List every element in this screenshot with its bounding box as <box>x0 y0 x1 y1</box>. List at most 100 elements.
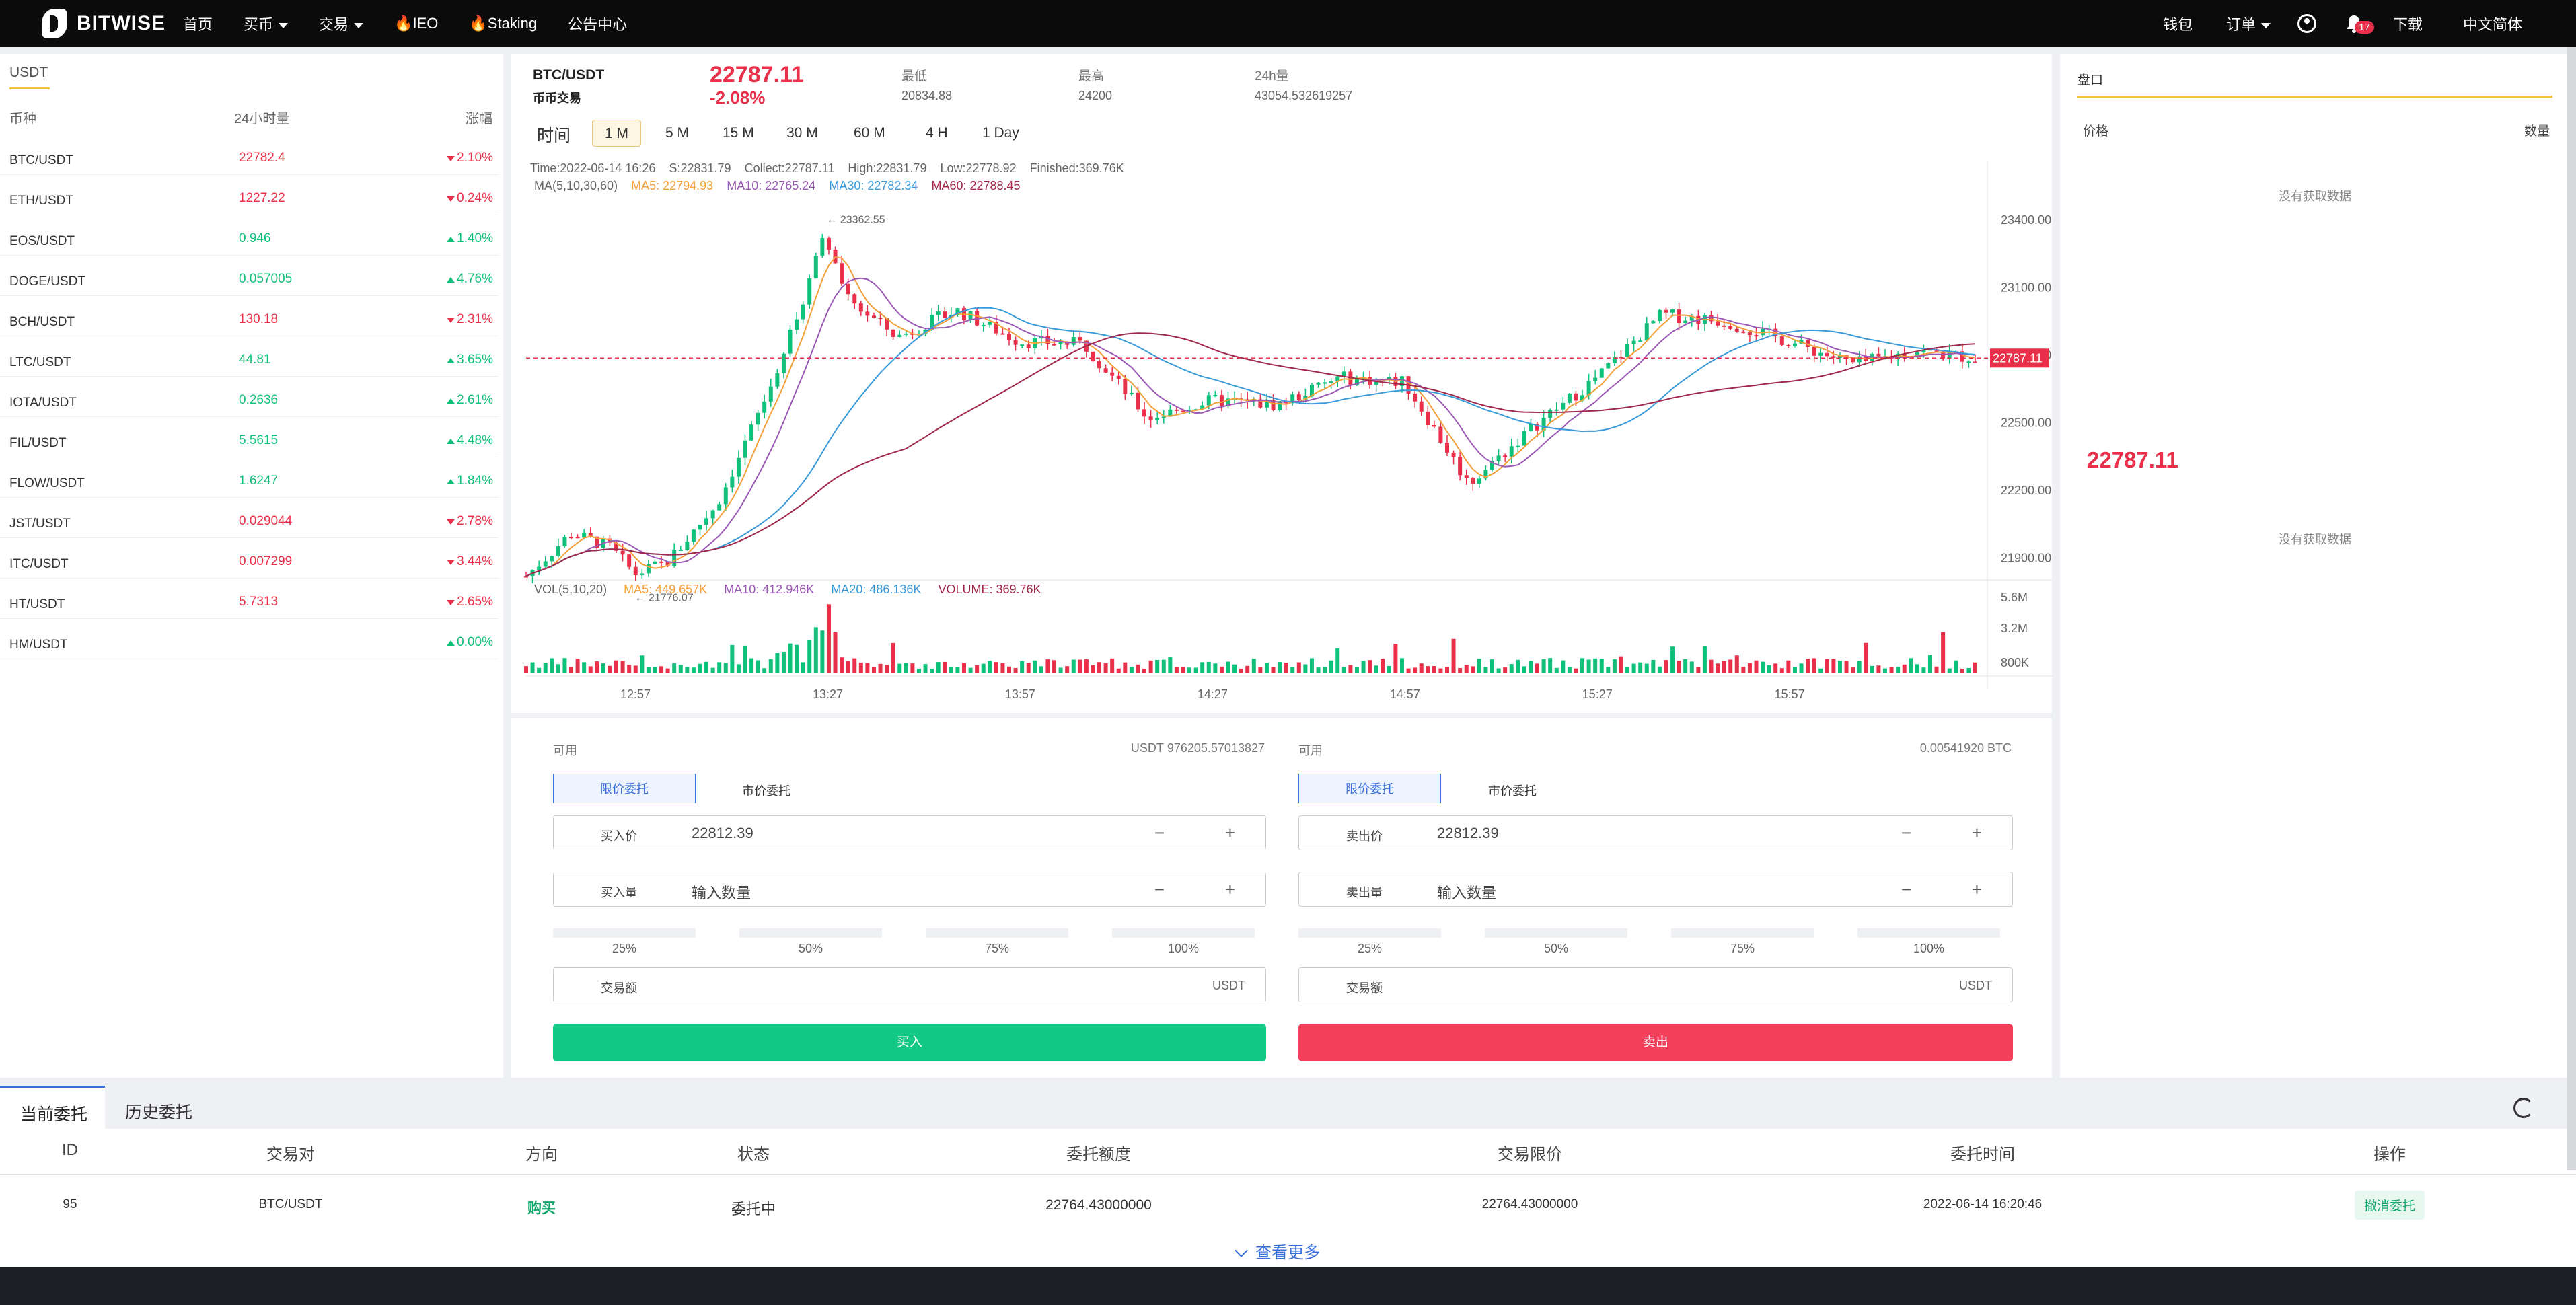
arrow-up-icon <box>447 479 455 484</box>
candle-body <box>1406 376 1411 394</box>
tab-order-history[interactable]: 历史委托 <box>125 1103 193 1122</box>
market-row[interactable]: JST/USDT 0.029044 2.78% <box>0 498 498 538</box>
nav-ieo[interactable]: 🔥IEO <box>394 15 439 32</box>
nav-announcements[interactable]: 公告中心 <box>568 16 628 33</box>
percent-label[interactable]: 75% <box>984 942 1010 955</box>
cancel-order-button[interactable]: 撤消委托 <box>2354 1191 2425 1220</box>
candle-body <box>1142 409 1147 417</box>
percent-label[interactable]: 25% <box>612 942 637 955</box>
buy-price-input[interactable]: 22812.39 <box>692 825 753 842</box>
volume-bar <box>1052 660 1057 673</box>
market-row[interactable]: ETH/USDT 1227.22 0.24% <box>0 175 498 215</box>
nav-trade[interactable]: 交易 <box>319 13 364 34</box>
page-scrollbar[interactable] <box>2567 47 2576 1170</box>
sell-tab-limit[interactable]: 限价委托 <box>1298 774 1441 803</box>
buy-button[interactable]: 买入 <box>553 1024 1266 1061</box>
percent-step[interactable] <box>926 928 1068 938</box>
minus-icon[interactable]: − <box>1154 823 1165 843</box>
interval-1m[interactable]: 1 M <box>592 120 642 147</box>
volume-bar <box>1026 663 1031 673</box>
user-icon[interactable] <box>2297 14 2316 33</box>
view-more-link[interactable]: 查看更多 <box>1235 1239 1320 1263</box>
last-price-tag <box>1990 348 2049 368</box>
refresh-icon[interactable] <box>2513 1098 2534 1118</box>
buy-tab-market[interactable]: 市价委托 <box>742 784 790 798</box>
plus-icon[interactable]: + <box>1971 879 1982 899</box>
market-row[interactable]: HM/USDT 0.00% <box>0 619 498 659</box>
interval-5m[interactable]: 5 M <box>665 125 690 141</box>
market-row[interactable]: FLOW/USDT 1.6247 1.84% <box>0 457 498 498</box>
market-row[interactable]: BCH/USDT 130.18 2.31% <box>0 296 498 336</box>
volume-bar <box>1535 663 1540 673</box>
market-change: 2.78% <box>447 514 493 529</box>
minus-icon[interactable]: − <box>1901 879 1911 899</box>
candle-body <box>1696 315 1701 324</box>
nav-home[interactable]: 首页 <box>183 16 213 33</box>
minus-icon[interactable]: − <box>1154 879 1165 899</box>
minus-icon[interactable]: − <box>1901 823 1911 843</box>
language-select[interactable]: 中文简体 <box>2462 16 2522 33</box>
sell-tab-market[interactable]: 市价委托 <box>1488 784 1537 798</box>
market-row[interactable]: FIL/USDT 5.5615 4.48% <box>0 417 498 457</box>
notification-badge: 17 <box>2355 21 2374 34</box>
sell-price-field[interactable]: 卖出价 22812.39 − + <box>1298 815 2013 850</box>
interval-15m[interactable]: 15 M <box>723 125 754 141</box>
market-row[interactable]: IOTA/USDT 0.2636 2.61% <box>0 377 498 417</box>
plus-icon[interactable]: + <box>1224 823 1235 843</box>
percent-step[interactable] <box>1112 928 1255 938</box>
buy-amount-field[interactable]: 交易额 USDT <box>553 967 1266 1002</box>
market-row[interactable]: EOS/USDT 0.946 1.40% <box>0 215 498 256</box>
sell-button[interactable]: 卖出 <box>1298 1024 2013 1061</box>
interval-4h[interactable]: 4 H <box>926 125 948 141</box>
plus-icon[interactable]: + <box>1971 823 1982 843</box>
market-row[interactable]: ITC/USDT 0.007299 3.44% <box>0 538 498 579</box>
interval-60m[interactable]: 60 M <box>854 125 885 141</box>
market-row[interactable]: BTC/USDT 22782.4 2.10% <box>0 135 498 175</box>
market-row[interactable]: DOGE/USDT 0.057005 4.76% <box>0 256 498 296</box>
sell-amount-field[interactable]: 交易额 USDT <box>1298 967 2013 1002</box>
buy-price-field[interactable]: 买入价 22812.39 − + <box>553 815 1266 850</box>
sell-qty-input[interactable]: 输入数量 <box>1437 885 1497 901</box>
nav-wallet[interactable]: 钱包 <box>2162 16 2193 33</box>
sell-price-input[interactable]: 22812.39 <box>1437 825 1499 842</box>
market-price: 44.81 <box>239 352 271 367</box>
interval-1day[interactable]: 1 Day <box>982 125 1019 141</box>
tab-current-orders[interactable]: 当前委托 <box>0 1086 105 1129</box>
volume-bar <box>916 668 921 673</box>
nav-orders[interactable]: 订单 <box>2226 13 2271 34</box>
nav-buy-crypto[interactable]: 买币 <box>244 13 289 34</box>
market-pair: FIL/USDT <box>9 436 67 450</box>
chevron-down-icon <box>354 23 364 29</box>
percent-label[interactable]: 75% <box>1730 942 1755 955</box>
buy-qty-input[interactable]: 输入数量 <box>692 885 751 901</box>
percent-label[interactable]: 100% <box>1913 942 1945 955</box>
buy-qty-field[interactable]: 买入量 输入数量 − + <box>553 872 1266 907</box>
candle-body <box>608 538 612 543</box>
candle-body <box>981 324 986 326</box>
buy-tab-limit[interactable]: 限价委托 <box>553 774 696 803</box>
percent-step[interactable] <box>1857 928 2000 938</box>
percent-label[interactable]: 100% <box>1167 942 1200 955</box>
interval-30m[interactable]: 30 M <box>786 125 818 141</box>
plus-icon[interactable]: + <box>1224 879 1235 899</box>
percent-step[interactable] <box>739 928 882 938</box>
percent-label[interactable]: 50% <box>1543 942 1569 955</box>
bell-icon[interactable]: 17 <box>2346 14 2374 34</box>
volume-bar <box>1837 661 1842 673</box>
percent-step[interactable] <box>1671 928 1814 938</box>
nav-staking[interactable]: 🔥Staking <box>469 15 538 32</box>
sell-qty-field[interactable]: 卖出量 输入数量 − + <box>1298 872 2013 907</box>
price-tick-label: 23400.00 <box>2001 213 2051 227</box>
market-row[interactable]: LTC/USDT 44.81 3.65% <box>0 336 498 377</box>
percent-label[interactable]: 50% <box>798 942 823 955</box>
market-row[interactable]: HT/USDT 5.7313 2.65% <box>0 579 498 619</box>
nav-download[interactable]: 下载 <box>2392 16 2423 33</box>
quote-tab-usdt[interactable]: USDT <box>9 65 50 89</box>
orders-col-header: ID <box>62 1141 78 1159</box>
percent-step[interactable] <box>1298 928 1441 938</box>
candlestick-chart[interactable]: 23400.00 23100.00 22800.00 22500.00 22200.00… <box>511 54 2052 713</box>
percent-step[interactable] <box>1485 928 1627 938</box>
percent-step[interactable] <box>553 928 696 938</box>
percent-label[interactable]: 25% <box>1357 942 1383 955</box>
brand-logo[interactable]: BITWISE <box>42 9 183 38</box>
